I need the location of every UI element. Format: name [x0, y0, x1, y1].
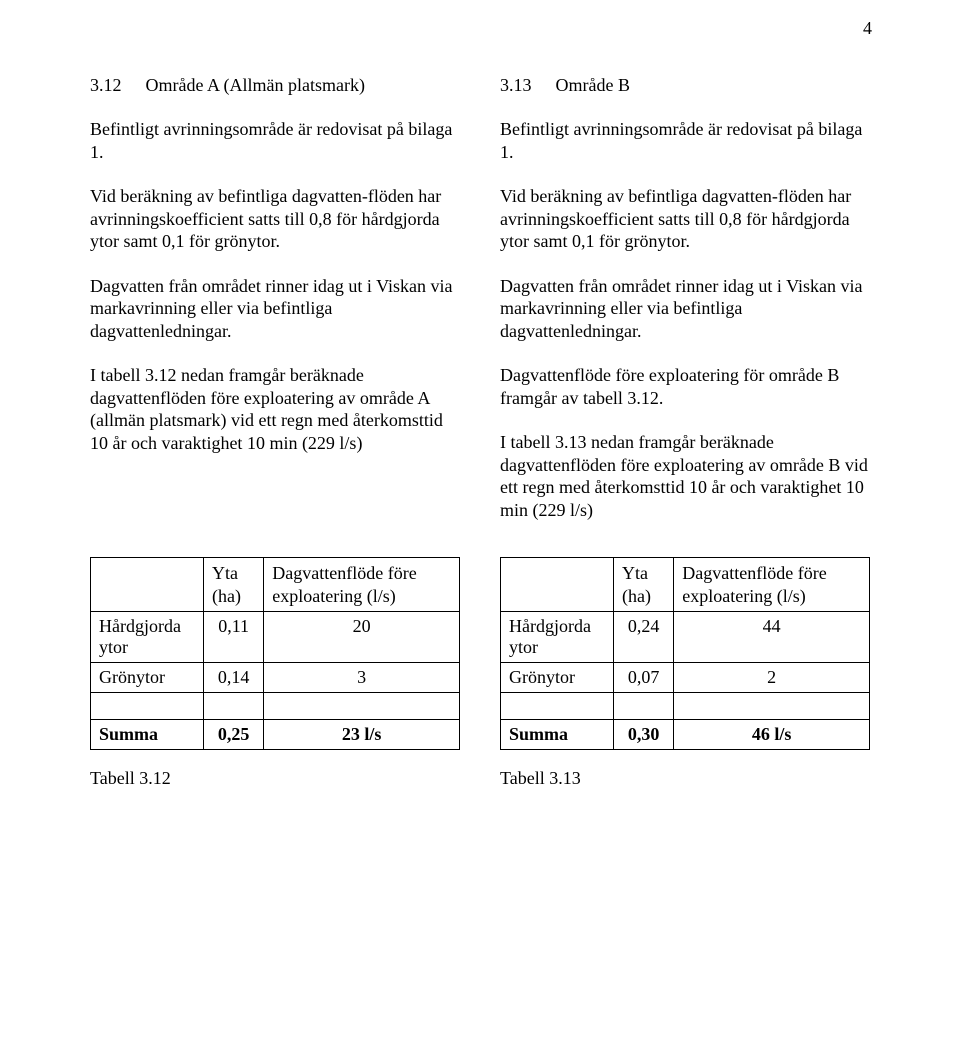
- right-table-caption: Tabell 3.13: [500, 768, 870, 789]
- right-row1-label: Hårdgjorda ytor: [501, 612, 614, 663]
- table-row: Grönytor 0,07 2: [501, 663, 870, 693]
- table-spacer-row: [91, 693, 460, 720]
- left-row1-label: Hårdgjorda ytor: [91, 612, 204, 663]
- right-heading-text: Område B: [556, 75, 630, 95]
- right-paragraph-5: I tabell 3.13 nedan framgår beräknade da…: [500, 431, 870, 521]
- text-columns: 3.12 Område A (Allmän platsmark) Befintli…: [90, 75, 870, 543]
- right-row2-label: Grönytor: [501, 663, 614, 693]
- right-table-header-yta: Yta (ha): [614, 558, 674, 612]
- page-number: 4: [863, 18, 872, 39]
- left-heading-text: Område A (Allmän platsmark): [146, 75, 365, 95]
- right-table-header-empty: [501, 558, 614, 612]
- right-table: Yta (ha) Dagvattenflöde före exploaterin…: [500, 557, 870, 750]
- left-row2-flow: 3: [264, 663, 460, 693]
- table-row: Hårdgjorda ytor 0,24 44: [501, 612, 870, 663]
- left-row1-flow: 20: [264, 612, 460, 663]
- right-row1-yta: 0,24: [614, 612, 674, 663]
- table-header-row: Yta (ha) Dagvattenflöde före exploaterin…: [501, 558, 870, 612]
- left-heading: 3.12 Område A (Allmän platsmark): [90, 75, 460, 96]
- right-paragraph-1: Befintligt avrinningsområde är redovisat…: [500, 118, 870, 163]
- right-heading: 3.13 Område B: [500, 75, 870, 96]
- right-row2-flow: 2: [674, 663, 870, 693]
- right-sum-yta: 0,30: [614, 720, 674, 750]
- left-sum-yta: 0,25: [204, 720, 264, 750]
- left-paragraph-2: Vid beräkning av befintliga dagvatten-fl…: [90, 185, 460, 253]
- right-paragraph-4: Dagvattenflöde före exploatering för omr…: [500, 364, 870, 409]
- right-paragraph-2: Vid beräkning av befintliga dagvatten-fl…: [500, 185, 870, 253]
- table-row: Hårdgjorda ytor 0,11 20: [91, 612, 460, 663]
- left-table-header-yta: Yta (ha): [204, 558, 264, 612]
- table-sum-row: Summa 0,30 46 l/s: [501, 720, 870, 750]
- right-row1-flow: 44: [674, 612, 870, 663]
- left-sum-flow: 23 l/s: [264, 720, 460, 750]
- right-column: 3.13 Område B Befintligt avrinningsområde…: [500, 75, 870, 543]
- table-header-row: Yta (ha) Dagvattenflöde före exploaterin…: [91, 558, 460, 612]
- right-heading-number: 3.13: [500, 75, 532, 96]
- left-row2-label: Grönytor: [91, 663, 204, 693]
- right-row2-yta: 0,07: [614, 663, 674, 693]
- left-table-header-flow: Dagvattenflöde före exploatering (l/s): [264, 558, 460, 612]
- left-table-block: Yta (ha) Dagvattenflöde före exploaterin…: [90, 557, 460, 789]
- table-spacer-row: [501, 693, 870, 720]
- left-paragraph-4: I tabell 3.12 nedan framgår beräknade da…: [90, 364, 460, 454]
- left-row1-yta: 0,11: [204, 612, 264, 663]
- left-paragraph-3: Dagvatten från området rinner idag ut i …: [90, 275, 460, 343]
- left-sum-label: Summa: [91, 720, 204, 750]
- left-column: 3.12 Område A (Allmän platsmark) Befintli…: [90, 75, 460, 543]
- right-sum-label: Summa: [501, 720, 614, 750]
- right-table-block: Yta (ha) Dagvattenflöde före exploaterin…: [500, 557, 870, 789]
- tables-row: Yta (ha) Dagvattenflöde före exploaterin…: [90, 557, 870, 789]
- left-table: Yta (ha) Dagvattenflöde före exploaterin…: [90, 557, 460, 750]
- right-paragraph-3: Dagvatten från området rinner idag ut i …: [500, 275, 870, 343]
- right-table-header-flow: Dagvattenflöde före exploatering (l/s): [674, 558, 870, 612]
- left-table-header-empty: [91, 558, 204, 612]
- left-paragraph-1: Befintligt avrinningsområde är redovisat…: [90, 118, 460, 163]
- right-sum-flow: 46 l/s: [674, 720, 870, 750]
- table-row: Grönytor 0,14 3: [91, 663, 460, 693]
- document-page: 4 3.12 Område A (Allmän platsmark) Befint…: [0, 0, 960, 1052]
- table-sum-row: Summa 0,25 23 l/s: [91, 720, 460, 750]
- left-row2-yta: 0,14: [204, 663, 264, 693]
- left-table-caption: Tabell 3.12: [90, 768, 460, 789]
- left-heading-number: 3.12: [90, 75, 122, 96]
